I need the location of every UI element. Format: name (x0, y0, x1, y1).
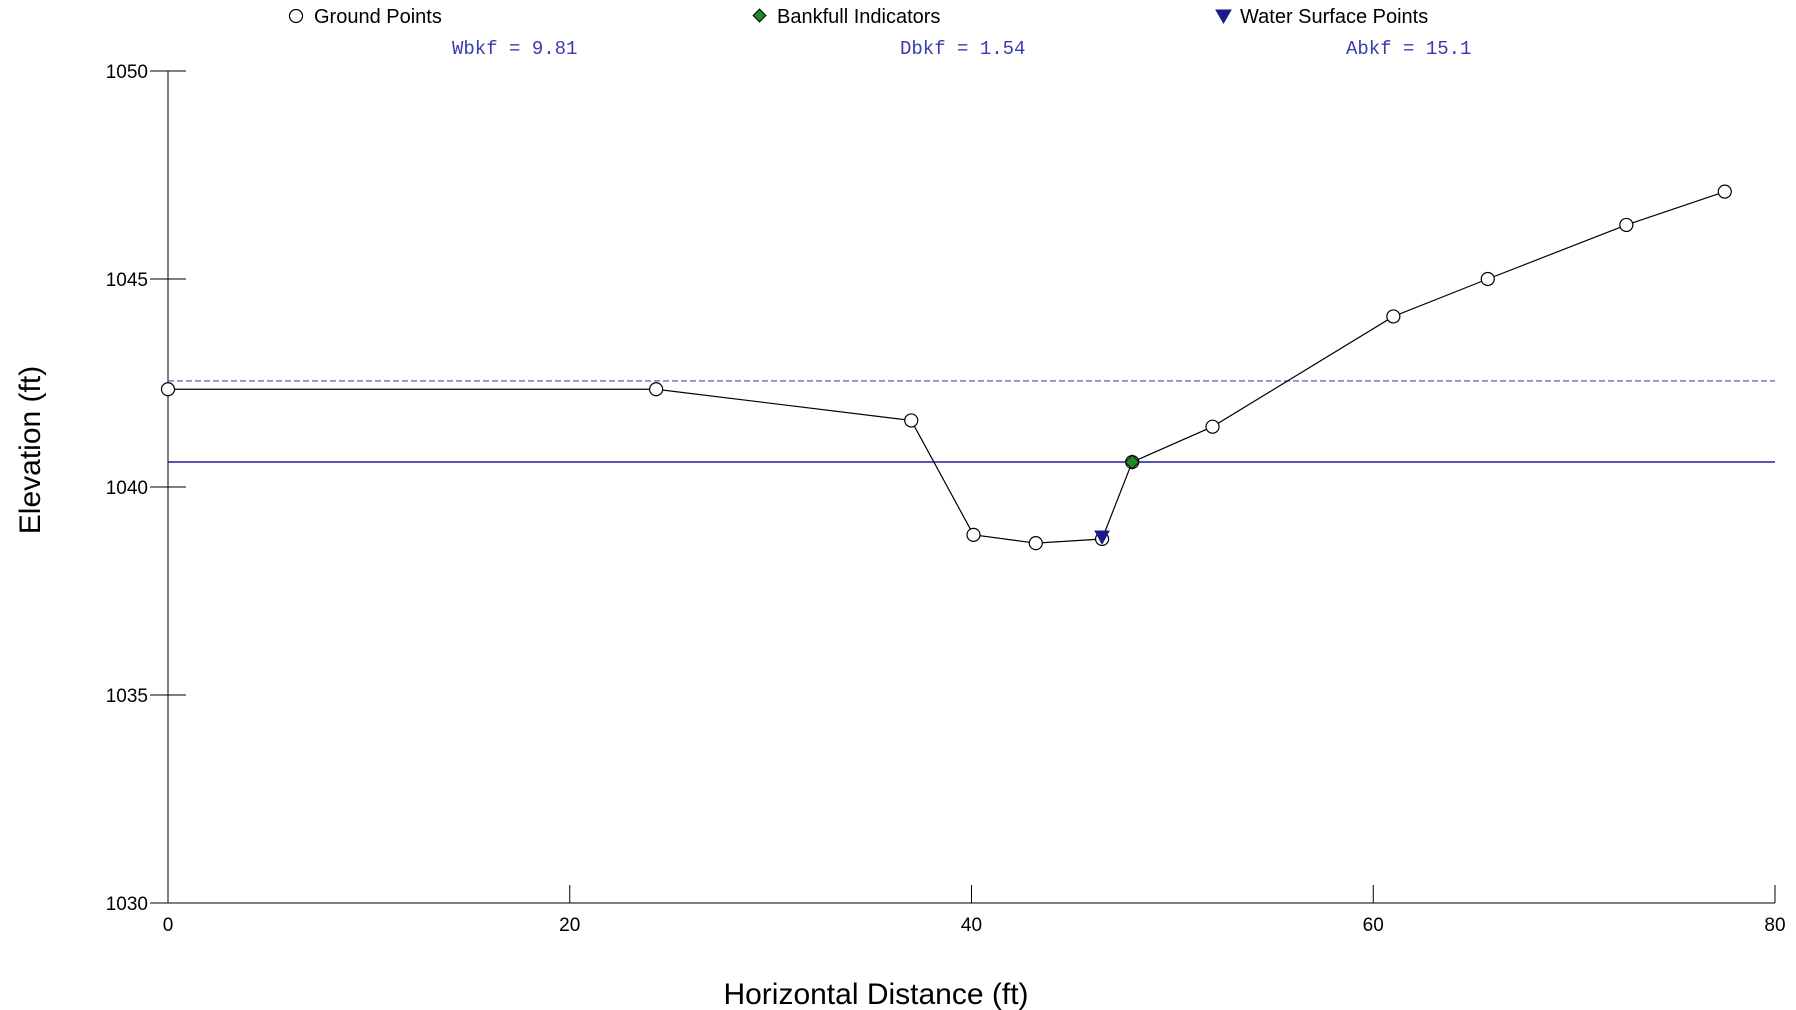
x-tick-label: 20 (559, 915, 580, 936)
y-tick-label: 1030 (106, 894, 148, 915)
legend: Ground Points Bankfull Indicators Water … (288, 6, 1428, 28)
legend-ground-marker (288, 8, 304, 24)
reference-lines (168, 380, 1775, 463)
water-surface-point (1094, 530, 1110, 546)
ground-point (1028, 536, 1043, 551)
legend-water-surface-marker (1215, 9, 1232, 25)
y-tick-label: 1045 (106, 270, 148, 291)
dbkf-annotation: Dbkf = 1.54 (900, 38, 1025, 60)
ground-point (904, 413, 919, 428)
ground-series (160, 184, 1732, 551)
y-tick-label: 1050 (106, 62, 148, 83)
x-tick-label: 0 (163, 915, 174, 936)
y-ticks: 1030 1035 1040 1045 1050 (106, 62, 186, 915)
abkf-annotation: Abkf = 15.1 (1346, 38, 1471, 60)
y-axis-title: Elevation (ft) (14, 366, 47, 534)
ground-point (160, 382, 176, 397)
ground-point (966, 527, 981, 542)
legend-bankfull-marker (752, 8, 767, 23)
ground-point (1205, 419, 1220, 434)
legend-water-surface-label: Water Surface Points (1240, 6, 1428, 28)
x-tick-label: 40 (961, 915, 982, 936)
x-axis-title: Horizontal Distance (ft) (723, 978, 1028, 1010)
stat-annotations: Wbkf = 9.81 Dbkf = 1.54 Abkf = 15.1 (452, 38, 1471, 60)
y-tick-label: 1035 (106, 686, 148, 707)
ground-point (1619, 217, 1634, 233)
x-tick-label: 80 (1764, 915, 1785, 936)
axes: 1030 1035 1040 1045 1050 0 20 40 60 80 (106, 62, 1786, 936)
y-tick-label: 1040 (106, 478, 148, 499)
x-tick-label: 60 (1363, 915, 1384, 936)
ground-point (1717, 184, 1732, 199)
legend-ground-label: Ground Points (314, 6, 442, 28)
ground-point (649, 382, 664, 397)
ground-point (1480, 271, 1495, 287)
bankfull-series (1124, 454, 1140, 470)
wbkf-annotation: Wbkf = 9.81 (452, 38, 577, 60)
x-ticks: 0 20 40 60 80 (163, 885, 1786, 936)
ground-point (1386, 309, 1401, 324)
water-surface-series (1094, 530, 1110, 546)
bankfull-indicator-point (1124, 454, 1140, 470)
legend-bankfull-label: Bankfull Indicators (777, 6, 940, 28)
ground-profile-line (168, 191, 1725, 544)
